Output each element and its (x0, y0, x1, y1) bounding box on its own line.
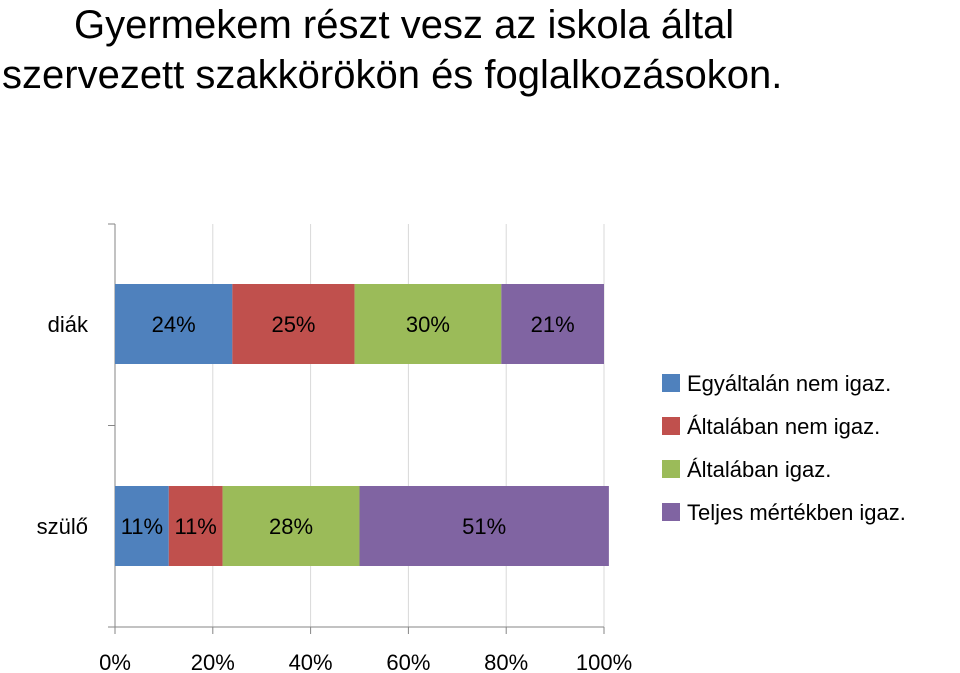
legend-swatch (662, 417, 680, 435)
bar-segment (168, 486, 223, 566)
category-labels: diák szülő (37, 312, 89, 539)
x-tick-labels: 0% 20% 40% 60% 80% 100% (99, 650, 632, 673)
chart-title-line-1: Gyermekem részt vesz az iskola által (74, 3, 735, 47)
legend-label: Általában nem igaz. (687, 414, 880, 439)
data-label: 51% (462, 514, 506, 539)
bar-segment (115, 284, 233, 364)
bar-segment (222, 486, 360, 566)
bar-segment (501, 284, 604, 364)
legend: Egyáltalán nem igaz. Általában nem igaz. Á… (662, 371, 906, 525)
data-label: 11% (174, 514, 216, 539)
bar-segment (232, 284, 355, 364)
legend-swatch (662, 503, 680, 521)
bar-segment (359, 486, 609, 566)
legend-label: Egyáltalán nem igaz. (687, 371, 891, 396)
data-label: 30% (406, 312, 450, 337)
x-tick-label: 80% (484, 650, 528, 673)
chart-title-line-2: szervezett szakkörökön és foglalkozásoko… (2, 53, 783, 97)
x-tick-label: 100% (576, 650, 632, 673)
category-label: szülő (37, 514, 88, 539)
x-tick-label: 0% (99, 650, 131, 673)
legend-swatch (662, 374, 680, 392)
x-tick-label: 60% (386, 650, 430, 673)
data-label: 11% (121, 514, 163, 539)
legend-label: Teljes mértékben igaz. (687, 500, 906, 525)
legend-swatch (662, 460, 680, 478)
legend-label: Általában igaz. (687, 457, 831, 482)
x-tick-label: 40% (289, 650, 333, 673)
data-labels: 24% 25% 30% 21% 11% 11% 28% 51% (121, 312, 575, 539)
data-label: 21% (531, 312, 575, 337)
bar-segment (354, 284, 502, 364)
data-label: 28% (269, 514, 313, 539)
chart-title: Gyermekem részt vesz az iskola által sze… (0, 0, 960, 100)
x-tick-label: 20% (191, 650, 235, 673)
data-label: 25% (271, 312, 315, 337)
bar-segment (115, 486, 169, 566)
category-label: diák (48, 312, 89, 337)
data-label: 24% (152, 312, 196, 337)
bars (115, 284, 609, 566)
